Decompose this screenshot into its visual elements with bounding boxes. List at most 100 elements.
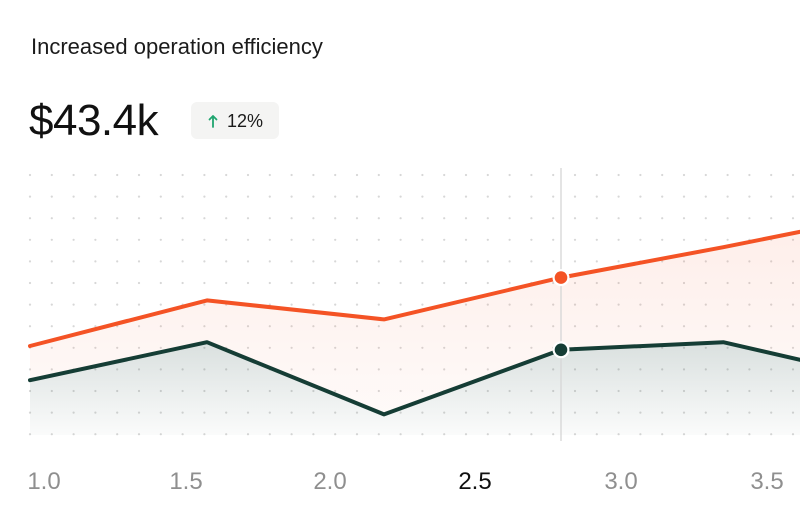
grid-dot [225, 217, 228, 220]
grid-dot [595, 217, 598, 220]
grid-dot [334, 173, 337, 177]
x-tick-label: 2.5 [458, 468, 491, 495]
grid-dot [203, 238, 206, 241]
grid-dot [770, 173, 773, 177]
grid-dot [268, 173, 271, 177]
grid-dot [72, 173, 75, 177]
grid-dot [486, 281, 489, 285]
grid-dot [28, 217, 32, 220]
grid-dot [573, 173, 577, 177]
grid-dot [94, 195, 97, 198]
grid-dot [552, 173, 555, 177]
grid-dot [181, 217, 184, 220]
grid-dot [421, 217, 424, 220]
grid-dot [791, 217, 795, 220]
grid-dot [748, 173, 751, 177]
grid-dot [704, 173, 707, 177]
grid-dot [726, 238, 729, 241]
grid-dot [552, 195, 555, 198]
grid-dot [28, 303, 32, 306]
grid-dot [443, 195, 446, 198]
series-2-line [28, 340, 800, 417]
grid-dot [508, 217, 511, 220]
grid-dot [50, 238, 53, 241]
grid-dot [116, 195, 119, 198]
grid-dot [268, 260, 271, 263]
grid-dot [246, 281, 250, 285]
grid-dot [552, 217, 555, 220]
grid-dot [334, 195, 337, 198]
grid-dot [639, 217, 642, 220]
grid-dot [334, 217, 337, 220]
grid-dot [464, 281, 468, 285]
grid-dot [682, 217, 686, 220]
grid-dot [72, 217, 75, 220]
grid-dot [116, 303, 119, 306]
grid-dot [791, 173, 795, 177]
grid-dot [748, 195, 751, 198]
series-1-line [28, 229, 800, 348]
grid-dot [50, 260, 53, 263]
grid-dot [159, 260, 162, 263]
grid-dot [334, 281, 337, 285]
grid-dot [312, 260, 315, 263]
grid-dot [399, 281, 402, 285]
series-2-marker [554, 343, 568, 357]
grid-dot [770, 217, 773, 220]
grid-dot [399, 303, 402, 306]
grid-dot [72, 195, 75, 198]
grid-dot [443, 173, 446, 177]
grid-dot [50, 281, 53, 285]
grid-dot [137, 217, 141, 220]
grid-dot [290, 217, 293, 220]
grid-dot [508, 281, 511, 285]
grid-dot [355, 260, 359, 263]
grid-dot [203, 281, 206, 285]
grid-dot [203, 173, 206, 177]
grid-dot [72, 238, 75, 241]
grid-dot [377, 281, 380, 285]
grid-dot [290, 195, 293, 198]
grid-dot [225, 195, 228, 198]
grid-dot [661, 238, 664, 241]
grid-dot [28, 281, 32, 285]
grid-dot [246, 217, 250, 220]
grid-dot [290, 173, 293, 177]
grid-dot [530, 217, 533, 220]
grid-dot [312, 217, 315, 220]
grid-dot [137, 238, 141, 241]
grid-dot [181, 281, 184, 285]
grid-dot [399, 217, 402, 220]
grid-dot [573, 195, 577, 198]
grid-dot [355, 238, 359, 241]
grid-dot [72, 260, 75, 263]
grid-dot [464, 195, 468, 198]
grid-dot [617, 217, 620, 220]
grid-dot [464, 238, 468, 241]
grid-dot [246, 260, 250, 263]
grid-dot [94, 238, 97, 241]
grid-dot [443, 281, 446, 285]
grid-dot [225, 173, 228, 177]
grid-dot [377, 260, 380, 263]
grid-dot [50, 173, 53, 177]
grid-dot [486, 217, 489, 220]
grid-dot [704, 238, 707, 241]
grid-dot [246, 238, 250, 241]
grid-dot [50, 217, 53, 220]
grid-dot [355, 195, 359, 198]
change-badge: 12% [191, 102, 279, 139]
grid-dot [203, 217, 206, 220]
grid-dot [682, 238, 686, 241]
grid-dot [116, 260, 119, 263]
grid-dot [704, 195, 707, 198]
grid-dot [312, 303, 315, 306]
grid-dot [399, 173, 402, 177]
grid-dot [50, 303, 53, 306]
grid-dot [486, 260, 489, 263]
grid-dot [399, 238, 402, 241]
grid-dot [28, 195, 32, 198]
grid-dot [116, 238, 119, 241]
